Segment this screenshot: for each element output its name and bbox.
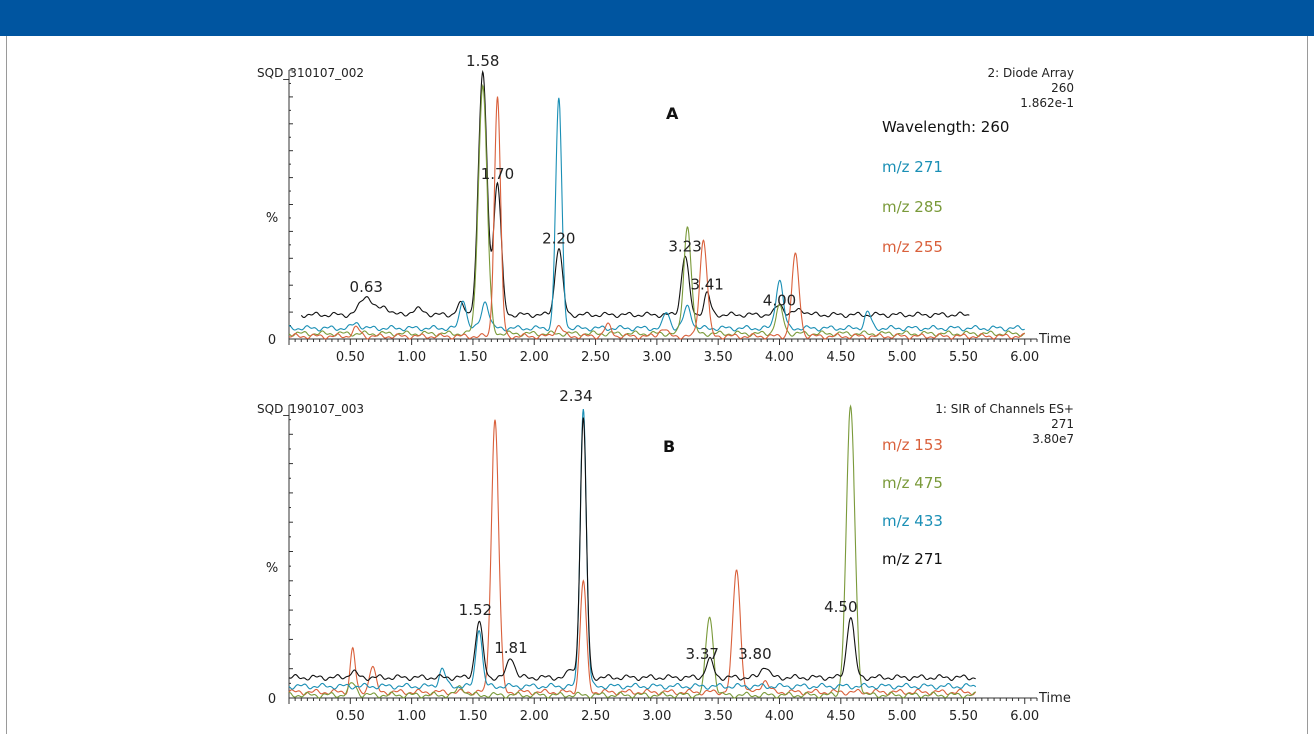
peak-label: 3.41 [690,275,723,293]
x-tick-label: 6.00 [1010,350,1039,365]
legend-entry: m/z 255 [882,238,943,256]
x-tick-label: 4.50 [826,350,855,365]
peak-label: 3.37 [686,645,719,663]
series-line [288,97,1025,332]
x-tick-label: 6.00 [1010,709,1039,724]
legend-entry: m/z 271 [882,158,943,176]
peak-label: 3.23 [668,238,701,256]
y-axis-label: % [266,211,278,226]
legend-entry: m/z 433 [882,512,943,530]
x-tick-label: 4.00 [765,350,794,365]
peak-label: 1.70 [481,165,514,183]
x-tick-label: 1.50 [458,709,487,724]
file-id: SQD_310107_002 [257,66,364,80]
legend-entry: m/z 271 [882,550,943,568]
x-tick-label: 2.50 [581,350,610,365]
y-zero-label: 0 [268,692,276,707]
x-tick-label: 5.00 [888,350,917,365]
header-line: 1: SIR of Channels ES+ [935,402,1074,416]
x-axis-label: Time [1038,691,1071,706]
series-line [288,409,977,690]
peak-label: 1.52 [459,601,492,619]
x-tick-label: 2.00 [520,350,549,365]
x-tick-label: 3.00 [642,350,671,365]
legend-entry: m/z 153 [882,436,943,454]
legend-entry: m/z 475 [882,474,943,492]
x-tick-label: 3.50 [704,350,733,365]
x-tick-label: 1.00 [397,350,426,365]
x-tick-label: 4.50 [826,709,855,724]
header-line: 260 [1051,81,1074,95]
file-id: SQD_190107_003 [257,402,364,416]
x-tick-label: 0.50 [336,350,365,365]
legend-entry: m/z 285 [882,198,943,216]
legend-entry: Wavelength: 260 [882,118,1009,136]
x-axis-label: Time [1038,332,1071,347]
x-tick-label: 1.00 [397,709,426,724]
y-zero-label: 0 [268,333,276,348]
header-line: 1.862e-1 [1020,96,1074,110]
right-border [1307,36,1308,734]
x-tick-label: 5.50 [949,350,978,365]
chart-panel-b: 0.50 1.00 1.50 2.00 2.50 3.00 3.50 4.00 4.50 5.00… [257,387,1074,724]
x-tick-label: 1.50 [458,350,487,365]
x-tick-label: 3.50 [704,709,733,724]
peak-label: 4.50 [824,598,857,616]
series-line [288,419,977,696]
x-tick-label: 0.50 [336,709,365,724]
peak-label: 0.63 [350,278,383,296]
x-tick-label: 5.00 [888,709,917,724]
series-line [288,96,1025,340]
peak-label: 1.58 [466,52,499,70]
series-line [300,69,970,319]
header-line: 3.80e7 [1032,432,1074,446]
peak-label: 3.80 [738,645,771,663]
series-line [288,404,976,699]
y-axis-label: % [266,561,278,576]
x-tick-label: 3.00 [642,709,671,724]
series-line [288,417,976,681]
panel-letter: A [666,104,679,123]
left-border [6,36,7,734]
x-tick-label: 4.00 [765,709,794,724]
header-line: 2: Diode Array [987,66,1074,80]
peak-label: 4.00 [763,291,796,309]
header-bar [0,0,1314,36]
x-tick-label: 5.50 [949,709,978,724]
peak-label: 2.20 [542,230,575,248]
peak-label: 1.81 [494,639,527,657]
series-line [288,83,1026,337]
x-tick-label: 2.50 [581,709,610,724]
peak-label: 2.34 [559,387,592,405]
panel-letter: B [663,437,675,456]
header-line: 271 [1051,417,1074,431]
x-tick-label: 2.00 [520,709,549,724]
chart-panel-a: 0.50 1.00 1.50 2.00 2.50 3.00 3.50 4.00 4.50 5.00… [257,52,1074,365]
